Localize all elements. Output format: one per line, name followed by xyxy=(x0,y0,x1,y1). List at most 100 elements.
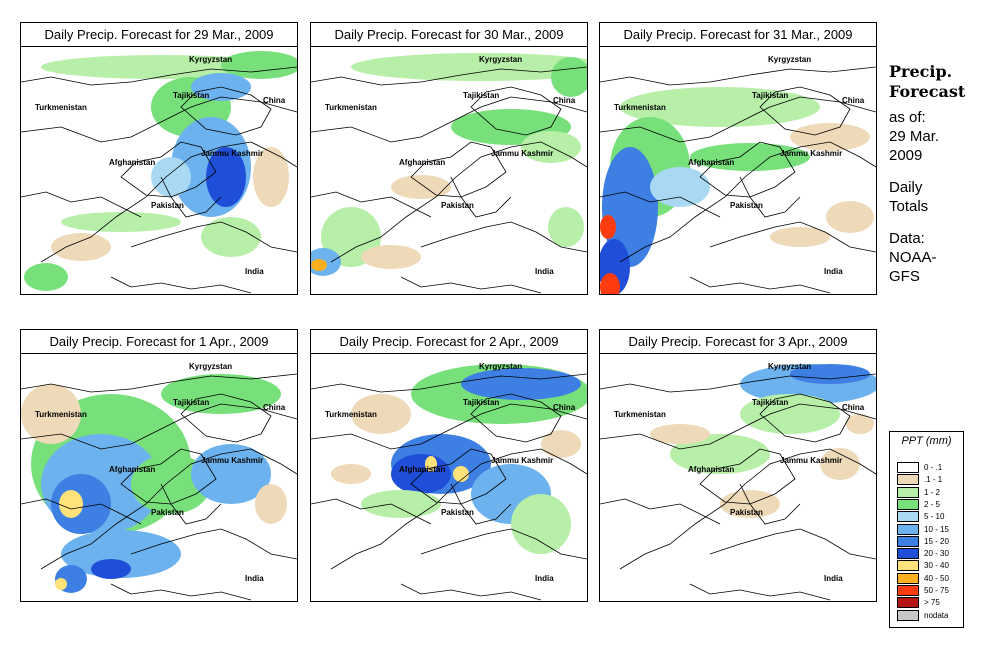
border-line xyxy=(21,96,297,143)
precip-area xyxy=(770,227,830,247)
legend-swatch xyxy=(897,535,919,547)
border-line xyxy=(600,373,876,393)
precip-area xyxy=(602,147,658,267)
data-line2: NOAA- xyxy=(889,249,937,266)
border-line xyxy=(689,276,831,294)
country-label-uzbekistan: Uzbekistan xyxy=(323,47,365,49)
precip-area xyxy=(311,259,327,271)
country-label-uzbekistan: Uzbekistan xyxy=(612,47,654,49)
country-label-pakistan: Pakistan xyxy=(730,201,763,210)
precip-area xyxy=(740,394,840,434)
legend-item: > 75 xyxy=(897,597,961,609)
totals-line1: Daily xyxy=(889,179,923,196)
legend-label: 30 - 40 xyxy=(924,561,949,571)
country-label-afghanistan: Afghanistan xyxy=(688,158,734,167)
precip-area xyxy=(690,143,810,171)
country-label-india: India xyxy=(824,574,843,583)
border-line xyxy=(40,448,297,570)
precip-area xyxy=(600,215,616,239)
border-line xyxy=(21,373,297,393)
panel-title: Daily Precip. Forecast for 3 Apr., 2009 xyxy=(600,330,876,354)
border-line xyxy=(689,583,831,601)
precip-map: UzbekistanKazakhstanKyrgyzstanTajikistan… xyxy=(600,47,876,294)
border-line xyxy=(709,528,876,560)
precip-area xyxy=(790,364,870,384)
country-label-kyrgyzstan: Kyrgyzstan xyxy=(768,362,811,371)
precip-area xyxy=(820,448,860,480)
country-label-tajikistan: Tajikistan xyxy=(173,398,209,407)
legend-swatch xyxy=(897,523,919,535)
panel-title: Daily Precip. Forecast for 2 Apr., 2009 xyxy=(311,330,587,354)
border-line xyxy=(311,403,587,450)
country-label-tajikistan: Tajikistan xyxy=(752,91,788,100)
precip-area xyxy=(846,414,874,434)
forecast-panel-1-apr: Daily Precip. Forecast for 1 Apr., 2009 … xyxy=(20,329,298,602)
border-line xyxy=(420,528,587,560)
country-label-china: China xyxy=(263,403,286,412)
country-label-uzbekistan: Uzbekistan xyxy=(612,354,654,356)
precip-map: UzbekistanKazakhstanKyrgyzstanTajikistan… xyxy=(311,354,587,601)
precip-area xyxy=(21,384,81,444)
border-line xyxy=(21,66,297,86)
precip-area xyxy=(255,484,287,524)
border-line xyxy=(400,276,542,294)
border-line xyxy=(699,448,796,505)
precip-area xyxy=(391,175,451,199)
border-line xyxy=(619,141,876,263)
border-line xyxy=(330,141,587,263)
precip-area xyxy=(331,464,371,484)
country-label-turkmenistan: Turkmenistan xyxy=(614,103,666,112)
border-line xyxy=(470,393,562,443)
border-line xyxy=(410,141,507,198)
country-label-afghanistan: Afghanistan xyxy=(399,158,445,167)
border-line xyxy=(410,448,507,505)
border-line xyxy=(120,141,217,198)
country-label-tajikistan: Tajikistan xyxy=(463,91,499,100)
country-label-kyrgyzstan: Kyrgyzstan xyxy=(768,55,811,64)
country-label-pakistan: Pakistan xyxy=(151,508,184,517)
country-label-kyrgyzstan: Kyrgyzstan xyxy=(189,55,232,64)
country-label-india: India xyxy=(535,267,554,276)
precip-area xyxy=(461,368,581,400)
legend-item: 30 - 40 xyxy=(897,560,961,572)
border-line xyxy=(120,448,217,505)
border-line xyxy=(709,221,876,253)
precip-area xyxy=(201,217,261,257)
legend-label: > 75 xyxy=(924,598,940,608)
border-line xyxy=(759,86,851,136)
legend-item: 10 - 15 xyxy=(897,523,961,535)
legend-swatch xyxy=(897,486,919,498)
legend-label: 40 - 50 xyxy=(924,573,949,583)
legend-label: 2 - 5 xyxy=(924,499,941,509)
country-label-jammu_kashmir: Jammu Kashmir xyxy=(491,149,553,158)
precip-map: UzbekistanKazakhstanKyrgyzstanTajikistan… xyxy=(21,354,297,601)
precip-area xyxy=(551,57,587,97)
precip-area xyxy=(650,167,710,207)
forecast-panel-3-apr: Daily Precip. Forecast for 3 Apr., 2009 … xyxy=(599,329,877,602)
legend-label: 10 - 15 xyxy=(924,524,949,534)
country-label-uzbekistan: Uzbekistan xyxy=(33,47,75,49)
country-label-jammu_kashmir: Jammu Kashmir xyxy=(780,456,842,465)
legend-swatch xyxy=(897,462,919,473)
border-line xyxy=(739,176,801,218)
country-label-afghanistan: Afghanistan xyxy=(109,158,155,167)
border-line xyxy=(759,393,851,443)
legend-item: nodata xyxy=(897,609,961,621)
country-label-china: China xyxy=(553,96,576,105)
border-line xyxy=(130,221,297,253)
legend-label: .1 - 1 xyxy=(924,475,943,485)
legend-label: 5 - 10 xyxy=(924,512,945,522)
border-line xyxy=(450,176,512,218)
legend-label: 50 - 75 xyxy=(924,586,949,595)
country-label-turkmenistan: Turkmenistan xyxy=(325,410,377,419)
legend-label: 20 - 30 xyxy=(924,549,949,559)
precip-area xyxy=(826,201,874,233)
country-label-pakistan: Pakistan xyxy=(730,508,763,517)
precip-area xyxy=(670,434,770,474)
legend-item: 20 - 30 xyxy=(897,548,961,560)
country-label-india: India xyxy=(245,267,264,276)
legend-swatch xyxy=(897,548,919,560)
border-line xyxy=(160,483,222,525)
country-label-jammu_kashmir: Jammu Kashmir xyxy=(780,149,842,158)
precip-map: UzbekistanKazakhstanKyrgyzstanTajikistan… xyxy=(21,47,297,294)
